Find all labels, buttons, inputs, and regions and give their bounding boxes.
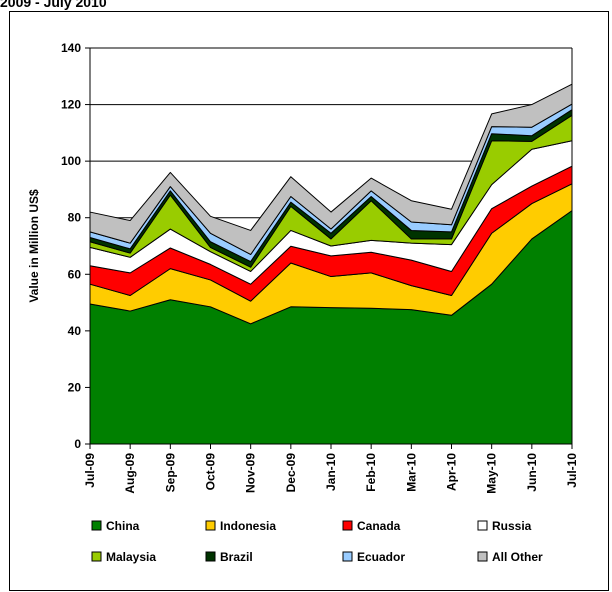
stacked-area-chart: Value in Million US$ 0 20 40 60 80 100 120 140 J… — [27, 41, 579, 564]
y-tick-label: 80 — [68, 211, 82, 225]
legend-item-brazil: Brazil — [205, 550, 253, 564]
legend-item-russia: Russia — [477, 519, 532, 533]
x-tick-label: Jun-10 — [525, 453, 539, 492]
axis-layer: Value in Million US$ 0 20 40 60 80 100 120 140 J… — [27, 41, 579, 494]
legend-swatch — [91, 520, 102, 531]
x-tick-label: Dec-09 — [284, 453, 298, 493]
legend-item-ecuador: Ecuador — [342, 550, 405, 564]
legend-swatch — [342, 520, 353, 531]
x-tick-label: Mar-10 — [404, 453, 418, 492]
legend-swatch — [205, 520, 216, 531]
legend-swatch — [205, 551, 216, 562]
x-tick-label: Sep-09 — [163, 453, 177, 493]
legend-label: Brazil — [220, 550, 253, 564]
x-tick-label: Apr-10 — [445, 453, 459, 491]
x-tick-label: Feb-10 — [364, 453, 378, 492]
legend-item-china: China — [91, 519, 140, 533]
x-tick-label: Jan-10 — [324, 453, 338, 491]
y-axis-title: Value in Million US$ — [27, 189, 41, 303]
legend-swatch — [342, 551, 353, 562]
x-tick-label: Aug-09 — [123, 453, 137, 494]
x-tick-label: May-10 — [485, 453, 499, 494]
chart-frame: Value in Million US$ 0 20 40 60 80 100 120 140 J… — [9, 11, 609, 591]
legend-item-malaysia: Malaysia — [91, 550, 156, 564]
x-tick-label: Oct-09 — [204, 453, 218, 491]
y-tick-label: 60 — [68, 267, 82, 281]
y-tick-label: 140 — [61, 41, 81, 55]
legend-label: Canada — [357, 519, 401, 533]
legend-item-canada: Canada — [342, 519, 401, 533]
legend-label: All Other — [492, 550, 543, 564]
legend-swatch — [477, 520, 488, 531]
y-tick-label: 40 — [68, 324, 82, 338]
y-tick-label: 20 — [68, 380, 82, 394]
x-tick-label: Jul-10 — [565, 453, 579, 488]
y-tick-label: 120 — [61, 98, 81, 112]
legend-label: Indonesia — [220, 519, 276, 533]
x-tick-label: Jul-09 — [83, 453, 97, 488]
y-tick-label: 0 — [74, 437, 81, 451]
legend-item-indonesia: Indonesia — [205, 519, 276, 533]
legend-label: Russia — [492, 519, 532, 533]
legend-item-all-other: All Other — [477, 550, 543, 564]
legend: China Indonesia Canada Russia Malaysia Brazil… — [91, 519, 543, 564]
legend-label: Malaysia — [106, 550, 156, 564]
legend-label: China — [106, 519, 140, 533]
legend-label: Ecuador — [357, 550, 405, 564]
y-tick-label: 100 — [61, 154, 81, 168]
x-tick-label: Nov-09 — [244, 453, 258, 493]
legend-swatch — [91, 551, 102, 562]
legend-swatch — [477, 551, 488, 562]
chart-header-text: 2009 - July 2010 — [0, 0, 107, 10]
